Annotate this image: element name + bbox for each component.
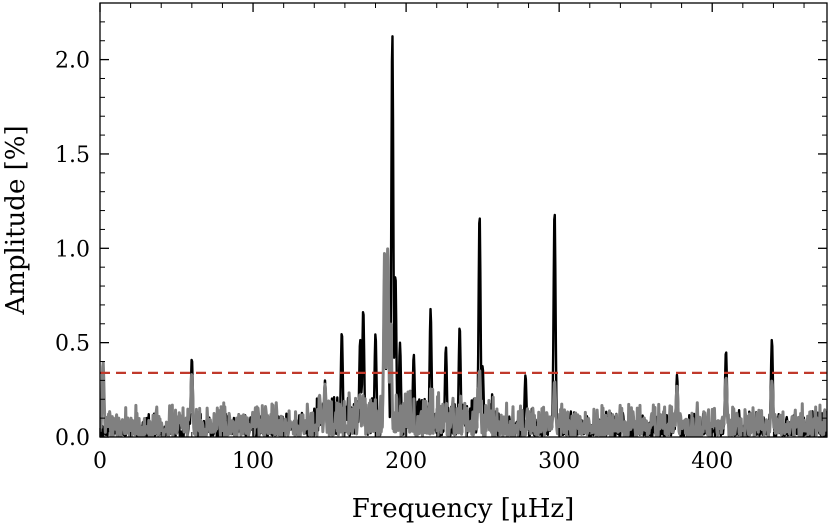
plot-frame xyxy=(99,2,828,438)
y-tick-label: 1.0 xyxy=(55,237,90,262)
y-tick-label: 1.5 xyxy=(55,143,90,168)
x-axis-label: Frequency [μHz] xyxy=(352,494,574,524)
x-tick-label: 100 xyxy=(232,449,274,474)
x-tick-label: 300 xyxy=(538,449,580,474)
spectrum-line-gray xyxy=(100,247,827,437)
y-axis-label: Amplitude [%] xyxy=(1,125,31,315)
y-tick-label: 0.5 xyxy=(55,332,90,357)
x-tick-label: 400 xyxy=(691,449,733,474)
series-layer xyxy=(100,35,827,437)
y-tick-label: 2.0 xyxy=(55,49,90,74)
ticks-layer: 0 100 200 300 400 0.0 0.5 1.0 1.5 2.0 xyxy=(55,3,827,474)
x-tick-label: 0 xyxy=(93,449,107,474)
x-tick-label: 200 xyxy=(385,449,427,474)
y-tick-label: 0.0 xyxy=(55,426,90,451)
